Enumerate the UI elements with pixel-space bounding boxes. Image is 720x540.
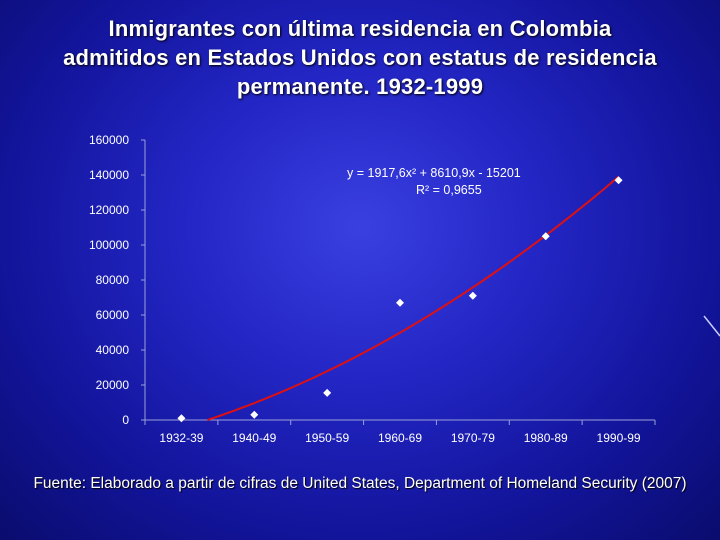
x-tick-label: 1980-89 [524,431,568,445]
y-tick-label: 20000 [96,378,130,392]
slide-title: Inmigrantes con última residencia en Col… [63,16,657,99]
y-tick-label: 0 [122,413,129,427]
y-tick-label: 120000 [89,203,129,217]
data-point [250,410,259,419]
x-tick-label: 1990-99 [597,431,641,445]
x-tick-label: 1950-59 [305,431,349,445]
y-tick-label: 40000 [96,343,130,357]
y-tick-label: 100000 [89,238,129,252]
data-points [177,176,623,423]
source-note: Fuente: Elaborado a partir de cifras de … [33,475,687,492]
decorative-line [703,315,720,337]
trendline [207,175,620,421]
x-tick-label: 1960-69 [378,431,422,445]
x-axis: 1932-39 1940-49 1950-59 1960-69 1970-79 1980-… [144,419,656,445]
x-tick-label: 1940-49 [232,431,276,445]
data-point [177,414,186,423]
x-tick-label: 1932-39 [159,431,203,445]
y-axis: 160000 140000 120000 100000 80000 60000 40000 2… [89,133,146,427]
data-point [468,291,477,300]
data-point [614,176,623,185]
data-point [396,298,404,307]
y-tick-label: 140000 [89,168,129,182]
x-tick-labels: 1932-39 1940-49 1950-59 1960-69 1970-79 1980-… [144,420,656,445]
x-tick-label: 1970-79 [451,431,495,445]
y-tick-labels: 160000 140000 120000 100000 80000 60000 40000 2… [89,133,145,427]
data-point [541,232,550,241]
data-point [323,388,332,397]
r-squared-label: R² = 0,9655 [416,183,482,197]
y-tick-label: 80000 [96,273,130,287]
y-tick-label: 60000 [96,308,130,322]
scatter-chart: 160000 140000 120000 100000 80000 60000 40000 2… [89,133,656,445]
y-tick-label: 160000 [89,133,129,147]
trendline-equation: y = 1917,6x² + 8610,9x - 15201 [347,166,521,180]
